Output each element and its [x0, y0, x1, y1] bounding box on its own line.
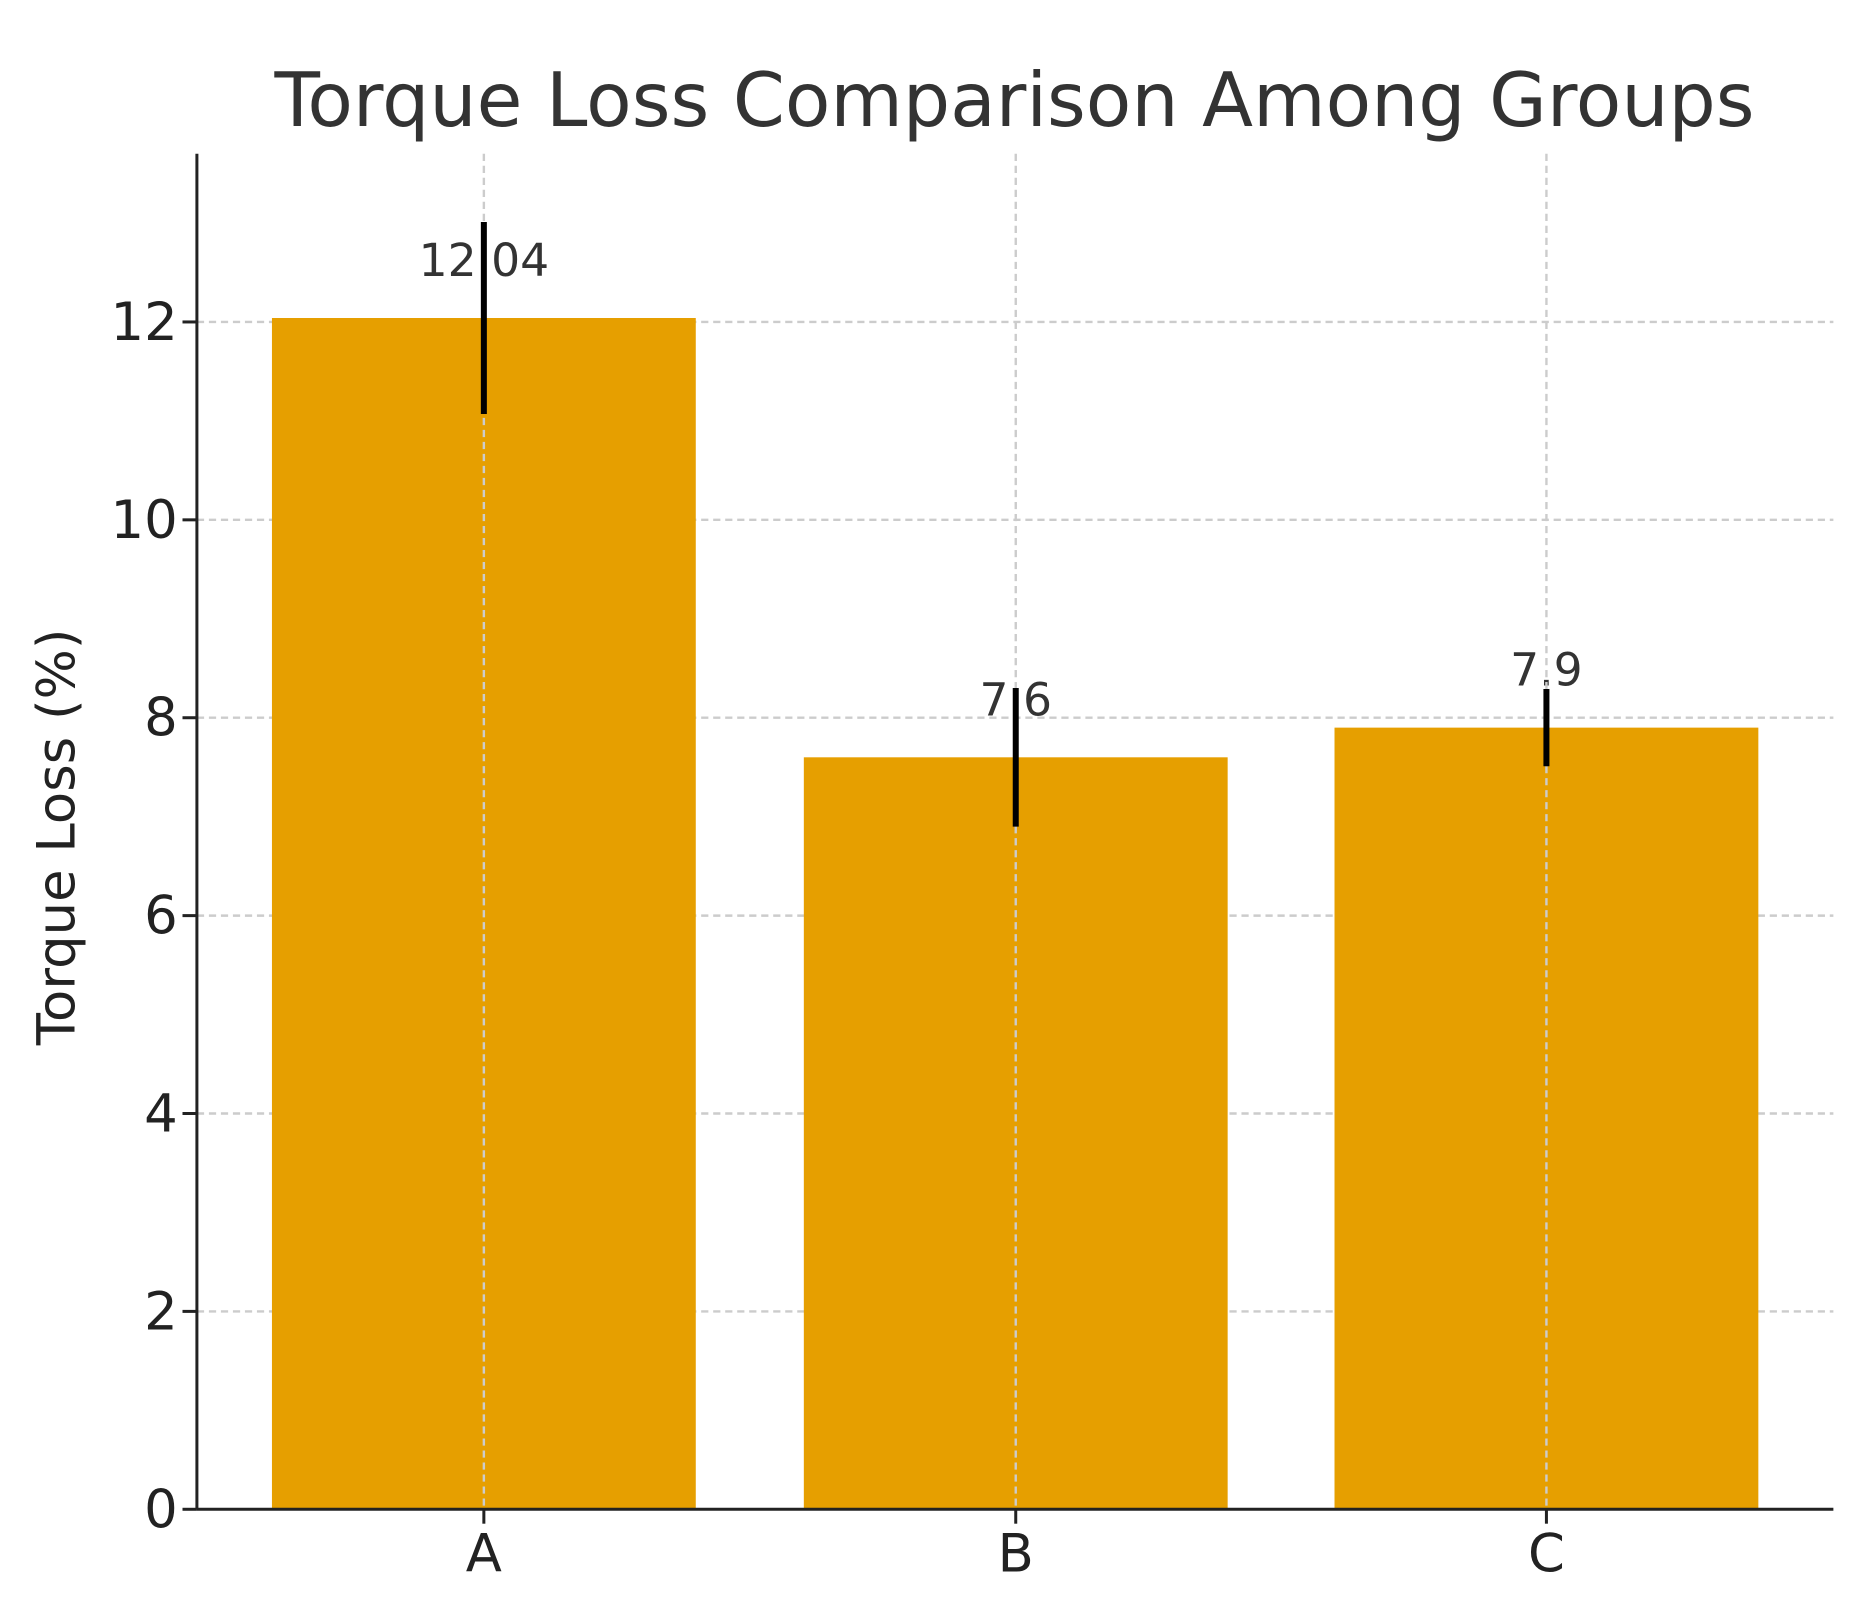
x-tick-label: C	[1528, 1524, 1565, 1585]
y-tick-label: 12	[110, 292, 177, 353]
y-axis-label: Torque Loss (%)	[26, 629, 87, 1047]
x-tick-label: B	[998, 1524, 1034, 1585]
y-tick-label: 0	[144, 1479, 178, 1540]
chart-title: Torque Loss Comparison Among Groups	[274, 57, 1755, 144]
y-tick-label: 8	[144, 688, 178, 749]
y-tick-label: 2	[144, 1281, 178, 1342]
y-tick-label: 10	[110, 490, 177, 551]
y-tick-label: 4	[144, 1084, 178, 1145]
y-tick-label: 6	[144, 886, 178, 947]
x-tick-label: A	[466, 1524, 502, 1585]
